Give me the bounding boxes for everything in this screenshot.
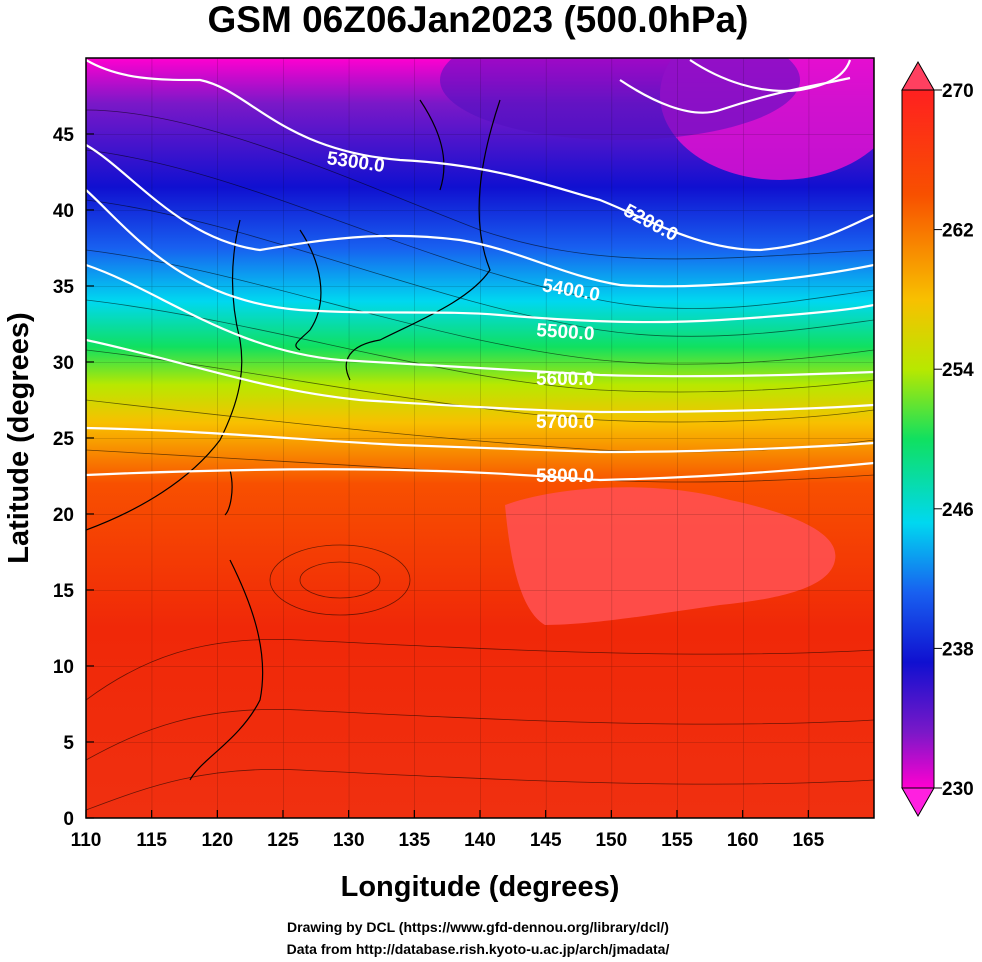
height-contours bbox=[86, 59, 874, 482]
x-tick-label: 160 bbox=[727, 830, 759, 851]
contour-label-5600: 5600.0 bbox=[536, 369, 594, 390]
colorbar-label: 230 bbox=[942, 779, 974, 800]
x-tick-label: 130 bbox=[333, 830, 365, 851]
colorbar-labels: 270 262 254 246 238 230 bbox=[934, 81, 974, 800]
colorbar-min-arrow bbox=[901, 787, 935, 818]
x-tick-label: 165 bbox=[792, 830, 824, 851]
contour-label-5700: 5700.0 bbox=[536, 412, 594, 433]
y-axis-label: Latitude (degrees) bbox=[3, 312, 35, 563]
chart-title: GSM 06Z06Jan2023 (500.0hPa) bbox=[208, 0, 749, 40]
x-tick-label: 135 bbox=[398, 830, 430, 851]
x-tick-label: 155 bbox=[661, 830, 693, 851]
x-tick-label: 145 bbox=[530, 830, 562, 851]
colorbar-label: 254 bbox=[942, 360, 974, 381]
x-axis-label: Longitude (degrees) bbox=[341, 871, 620, 903]
contour-label-5800: 5800.0 bbox=[536, 466, 594, 487]
y-tick-label: 40 bbox=[53, 201, 74, 222]
colorbar-max-arrow bbox=[901, 60, 935, 91]
credit-drawing: Drawing by DCL (https://www.gfd-dennou.o… bbox=[287, 919, 669, 935]
credit-data: Data from http://database.rish.kyoto-u.a… bbox=[287, 941, 670, 957]
y-tick-label: 10 bbox=[53, 657, 74, 678]
y-tick-label: 5 bbox=[63, 733, 74, 754]
y-tick-label: 45 bbox=[53, 125, 75, 146]
y-axis-ticks: 0 5 10 15 20 25 30 35 40 45 bbox=[53, 125, 94, 830]
colorbar: 270 262 254 246 238 230 bbox=[901, 60, 974, 818]
colorbar-scale bbox=[901, 89, 935, 789]
plot-area: 5300.0 5200.0 5400.0 5500.0 5600.0 5700.… bbox=[86, 58, 874, 818]
x-tick-label: 120 bbox=[201, 830, 233, 851]
colorbar-label: 238 bbox=[942, 639, 974, 660]
x-axis-ticks: 110 115 120 125 130 135 140 145 150 155 160 165 bbox=[71, 810, 825, 851]
colorbar-label: 246 bbox=[942, 500, 974, 521]
y-tick-label: 25 bbox=[53, 429, 75, 450]
contour-label-5500: 5500.0 bbox=[536, 320, 595, 345]
x-tick-label: 140 bbox=[464, 830, 496, 851]
y-tick-label: 20 bbox=[53, 505, 74, 526]
y-tick-label: 30 bbox=[53, 353, 74, 374]
x-tick-label: 125 bbox=[267, 830, 299, 851]
lat-lon-grid bbox=[86, 58, 874, 818]
y-tick-label: 0 bbox=[63, 809, 74, 830]
y-tick-label: 35 bbox=[53, 277, 75, 298]
x-tick-label: 115 bbox=[136, 830, 167, 851]
colorbar-label: 262 bbox=[942, 221, 974, 242]
x-tick-label: 110 bbox=[71, 830, 102, 851]
x-tick-label: 150 bbox=[595, 830, 627, 851]
colorbar-label: 270 bbox=[942, 81, 974, 102]
y-tick-label: 15 bbox=[53, 581, 75, 602]
